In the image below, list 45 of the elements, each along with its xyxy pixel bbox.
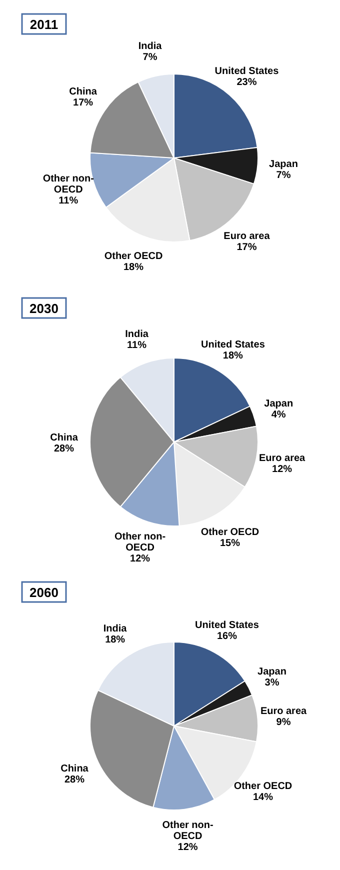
- slice-label: United States: [214, 66, 280, 77]
- slice-label: Other OECD: [104, 250, 163, 262]
- slice-label: Other OECD: [234, 781, 292, 792]
- slice-label: China: [69, 86, 98, 98]
- data-label: 16%: [216, 631, 238, 642]
- data-label: 9%: [276, 717, 291, 728]
- slice-label: Euro area: [224, 231, 270, 242]
- slice-label: United States: [195, 620, 260, 632]
- slice-label: Japan: [258, 666, 286, 678]
- slice-label: China: [50, 432, 78, 444]
- slice-label: Other non-OECD: [114, 532, 166, 554]
- data-label: 28%: [64, 774, 85, 786]
- data-label: 12%: [272, 464, 292, 476]
- data-label: 3%: [264, 678, 280, 689]
- data-label: 12%: [178, 842, 198, 854]
- data-label: 23%: [236, 76, 257, 88]
- slice-label: India: [103, 624, 128, 635]
- data-label: 17%: [236, 242, 257, 254]
- chart-title: 2011: [30, 17, 58, 32]
- data-label: 18%: [222, 350, 244, 362]
- slice-label: United States: [200, 340, 266, 351]
- slice-label: Other non-OECD: [42, 174, 94, 196]
- data-label: 11%: [127, 340, 147, 352]
- data-label: 15%: [220, 538, 240, 550]
- slice-label: Euro area: [260, 706, 308, 718]
- data-label: 12%: [130, 554, 150, 565]
- data-label: 18%: [124, 262, 144, 273]
- chart-title: 2060: [30, 585, 58, 600]
- slice-label: Japan: [264, 398, 294, 410]
- data-label: 28%: [54, 444, 74, 454]
- data-label: 11%: [58, 196, 78, 207]
- slice-label: China: [60, 763, 89, 774]
- data-label: 4%: [271, 410, 286, 421]
- data-label: 14%: [252, 792, 274, 804]
- slice-label: Euro area: [258, 453, 306, 464]
- slice-label: Japan: [269, 158, 298, 170]
- data-label: 17%: [73, 98, 94, 109]
- chart-title: 2030: [30, 301, 58, 316]
- slice-label: Other OECD: [200, 527, 260, 538]
- data-label: 7%: [276, 170, 291, 181]
- data-label: 7%: [142, 52, 158, 64]
- slice-label: Other non-OECD: [162, 820, 214, 842]
- slice-label: India: [138, 41, 162, 52]
- slice-label: India: [125, 329, 149, 340]
- data-label: 18%: [105, 634, 126, 646]
